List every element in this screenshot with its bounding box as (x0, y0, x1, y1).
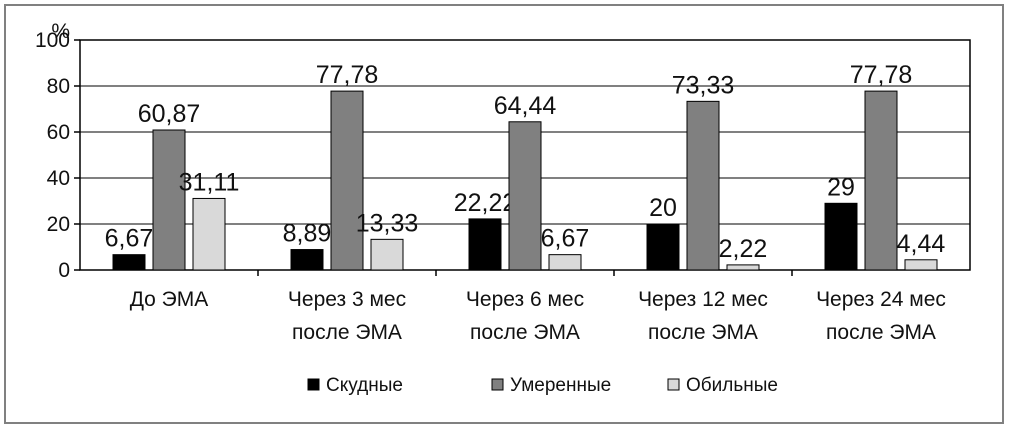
data-label: 6,67 (105, 225, 154, 253)
x-tick-label: Через 3 мес (288, 288, 406, 311)
x-tick-label: после ЭМА (648, 321, 758, 344)
data-label: 20 (649, 194, 677, 222)
bar (824, 202, 858, 271)
y-axis-label: % (51, 20, 70, 43)
bar (330, 90, 364, 271)
bar (370, 238, 404, 271)
bar (548, 254, 582, 271)
bar (646, 223, 680, 271)
data-label: 31,11 (179, 168, 240, 196)
bar (290, 249, 324, 271)
y-tick-label: 100 (35, 29, 70, 52)
bar (864, 90, 898, 271)
data-label: 8,89 (283, 220, 332, 248)
legend-label: Скудные (326, 375, 403, 396)
bar (468, 218, 502, 271)
legend-swatch (491, 378, 504, 391)
bar (508, 121, 542, 271)
x-tick-label: Через 24 мес (816, 288, 946, 311)
y-tick-label: 40 (47, 167, 70, 190)
bar (686, 100, 720, 271)
data-label: 64,44 (494, 92, 557, 120)
legend-swatch (307, 378, 320, 391)
data-label: 60,87 (138, 100, 201, 128)
y-tick-label: 60 (47, 121, 70, 144)
y-tick-label: 0 (58, 259, 70, 282)
data-label: 22,22 (454, 189, 517, 217)
x-tick-label: после ЭМА (826, 321, 936, 344)
data-label: 13,33 (356, 209, 419, 237)
bar (152, 129, 186, 271)
data-label: 4,44 (897, 230, 946, 258)
x-tick-label: после ЭМА (470, 321, 580, 344)
legend-swatch (667, 378, 680, 391)
data-label: 77,78 (316, 61, 379, 89)
data-label: 73,33 (672, 71, 735, 99)
bar (112, 254, 146, 271)
data-label: 6,67 (541, 225, 590, 253)
data-label: 2,22 (719, 235, 768, 263)
bar (904, 259, 938, 271)
x-tick-label: Через 6 мес (466, 288, 584, 311)
x-tick-label: До ЭМА (130, 288, 209, 311)
y-tick-label: 80 (47, 75, 70, 98)
x-tick-label: после ЭМА (292, 321, 402, 344)
x-tick-label: Через 12 мес (638, 288, 768, 311)
y-tick-label: 20 (47, 213, 70, 236)
bar (192, 197, 226, 271)
data-label: 29 (827, 173, 855, 201)
legend-label: Умеренные (510, 375, 611, 396)
bar (726, 264, 760, 271)
data-label: 77,78 (850, 61, 913, 89)
legend-label: Обильные (686, 375, 778, 396)
